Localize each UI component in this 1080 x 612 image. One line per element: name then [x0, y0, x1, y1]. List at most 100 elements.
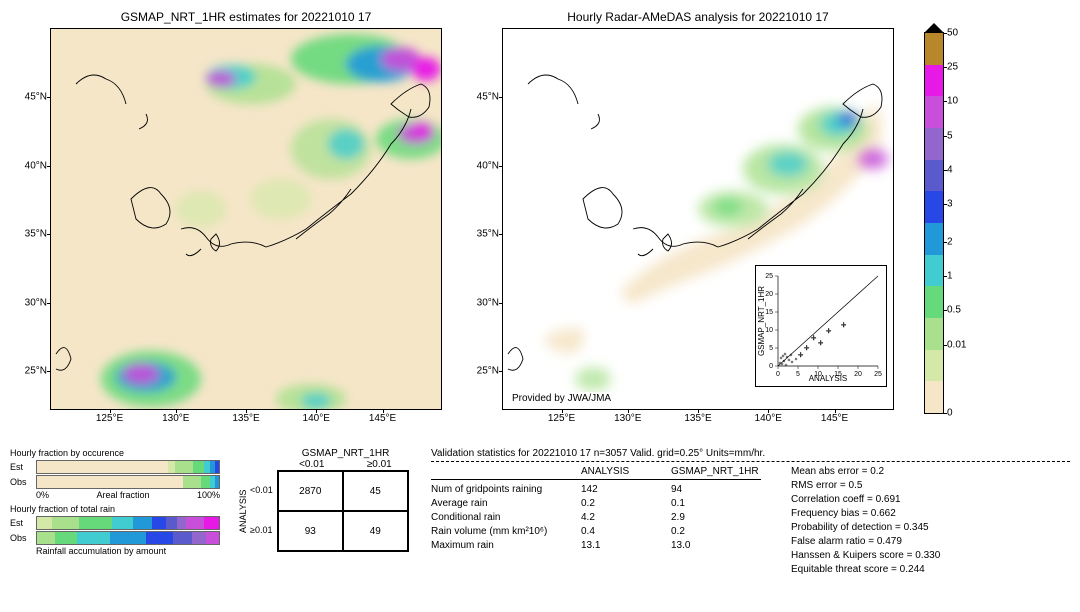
frac-segment [168, 461, 175, 473]
score-line: False alarm ratio = 0.479 [791, 536, 940, 547]
attribution: Provided by JWA/JMA [509, 392, 614, 405]
left-map-title: GSMAP_NRT_1HR estimates for 20221010 17 [50, 10, 442, 24]
cont-header: GSMAP_NRT_1HR [278, 448, 413, 459]
accum-title: Rainfall accumulation by amount [36, 546, 220, 556]
scatter-svg: ++ ++ ++ ANALYSIS GSMAP_NRT_1HR 05101520… [756, 266, 886, 386]
svg-text:10: 10 [765, 327, 773, 334]
frac-segment [186, 517, 204, 529]
frac-segment [215, 461, 219, 473]
colorbar-segment [925, 381, 943, 413]
tot-est-bar [36, 516, 220, 530]
svg-text:20: 20 [765, 291, 773, 298]
stats-row: Average rain0.20.1 [431, 498, 761, 509]
frac-segment [204, 517, 219, 529]
cont-col-1: ≥0.01 [346, 459, 414, 470]
score-line: Correlation coeff = 0.691 [791, 494, 940, 505]
score-line: Frequency bias = 0.662 [791, 508, 940, 519]
frac-segment [146, 532, 173, 544]
svg-text:+: + [826, 326, 831, 336]
score-line: Mean abs error = 0.2 [791, 466, 940, 477]
colorbar-label: 50 [947, 28, 958, 39]
colorbar-segment [925, 286, 943, 318]
score-line: Probability of detection = 0.345 [791, 522, 940, 533]
frac-segment [112, 517, 134, 529]
frac-axis-mid: Areal fraction [96, 490, 149, 500]
colorbar-segment [925, 255, 943, 287]
obs-label: Obs [10, 477, 36, 487]
left-map-panel: GSMAP_NRT_1HR estimates for 20221010 17 [50, 10, 442, 430]
colorbar-label: 1 [947, 271, 953, 282]
frac-segment [201, 476, 210, 488]
left-map-svg [51, 29, 441, 409]
frac-segment [206, 532, 219, 544]
svg-text:+: + [798, 350, 803, 360]
obs-label-2: Obs [10, 533, 36, 543]
stats-row: Maximum rain13.113.0 [431, 540, 761, 551]
svg-text:0: 0 [769, 363, 773, 370]
colorbar-label: 2 [947, 237, 953, 248]
cont-cell-0: 2870 [278, 471, 343, 511]
cont-grid: 2870 45 93 49 [277, 470, 409, 552]
frac-segment [37, 517, 52, 529]
frac-segment [166, 517, 177, 529]
left-map-frame: 25°N30°N35°N40°N45°N125°E130°E135°E140°E… [50, 28, 442, 410]
scatter-inset: ++ ++ ++ ANALYSIS GSMAP_NRT_1HR 05101520… [755, 265, 887, 387]
frac-segment [77, 532, 110, 544]
stats-row: Rain volume (mm km²10⁶)0.40.2 [431, 526, 761, 537]
frac-segment [133, 517, 151, 529]
svg-text:+: + [818, 338, 823, 348]
colorbar-label: 25 [947, 62, 958, 73]
colorbar-label: 0.01 [947, 339, 966, 350]
colorbar-label: 10 [947, 96, 958, 107]
stats-scores: Mean abs error = 0.2 RMS error = 0.5 Corre… [791, 466, 940, 578]
stats-panel: Validation statistics for 20221010 17 n=… [431, 448, 1070, 578]
tot-title: Hourly fraction of total rain [10, 504, 220, 514]
bottom-row: Hourly fraction by occurence Est Obs 0%A… [10, 448, 1070, 578]
stats-header: Validation statistics for 20221010 17 n=… [431, 448, 1070, 462]
right-map-title: Hourly Radar-AMeDAS analysis for 2022101… [502, 10, 894, 24]
cont-ylabel: ANALYSIS [238, 470, 248, 552]
colorbar-segment [925, 223, 943, 255]
colorbar-label: 0 [947, 408, 953, 419]
frac-segment [37, 461, 168, 473]
frac-segment [52, 517, 79, 529]
frac-segment [215, 476, 219, 488]
frac-segment [183, 476, 201, 488]
svg-text:5: 5 [769, 345, 773, 352]
colorbar-segment [925, 33, 943, 65]
cont-row-0: <0.01 [250, 470, 277, 510]
svg-text:25: 25 [765, 273, 773, 280]
svg-text:0: 0 [776, 371, 780, 378]
colorbar-segment [925, 350, 943, 382]
colorbar-label: 5 [947, 130, 953, 141]
colorbar-segment [925, 96, 943, 128]
score-line: RMS error = 0.5 [791, 480, 940, 491]
colorbar-segment [925, 160, 943, 192]
frac-segment [110, 532, 146, 544]
cont-cell-3: 49 [343, 511, 408, 551]
svg-text:10: 10 [814, 371, 822, 378]
colorbar-label: 0.5 [947, 305, 961, 316]
occ-est-bar [36, 460, 220, 474]
colorbar-label: 3 [947, 199, 953, 210]
frac-segment [175, 461, 193, 473]
cont-col-0: <0.01 [278, 459, 346, 470]
cont-cell-2: 93 [278, 511, 343, 551]
occ-title: Hourly fraction by occurence [10, 448, 220, 458]
contingency-panel: GSMAP_NRT_1HR <0.01≥0.01 ANALYSIS <0.01 … [238, 448, 413, 578]
score-line: Equitable threat score = 0.244 [791, 564, 940, 575]
cont-row-1: ≥0.01 [250, 510, 277, 550]
svg-text:20: 20 [854, 371, 862, 378]
est-label-2: Est [10, 518, 36, 528]
colorbar-wrap: 502510543210.50.010 [924, 10, 944, 430]
stats-th-1: ANALYSIS [581, 466, 671, 477]
colorbar-segment [925, 191, 943, 223]
right-map-frame: ++ ++ ++ ANALYSIS GSMAP_NRT_1HR 05101520… [502, 28, 894, 410]
colorbar-arrow-icon [924, 23, 944, 33]
est-label: Est [10, 462, 36, 472]
frac-segment [37, 532, 55, 544]
cont-cell-1: 45 [343, 471, 408, 511]
colorbar-segment [925, 128, 943, 160]
fraction-panel: Hourly fraction by occurence Est Obs 0%A… [10, 448, 220, 578]
stats-table: ANALYSIS GSMAP_NRT_1HR Num of gridpoints… [431, 466, 761, 578]
